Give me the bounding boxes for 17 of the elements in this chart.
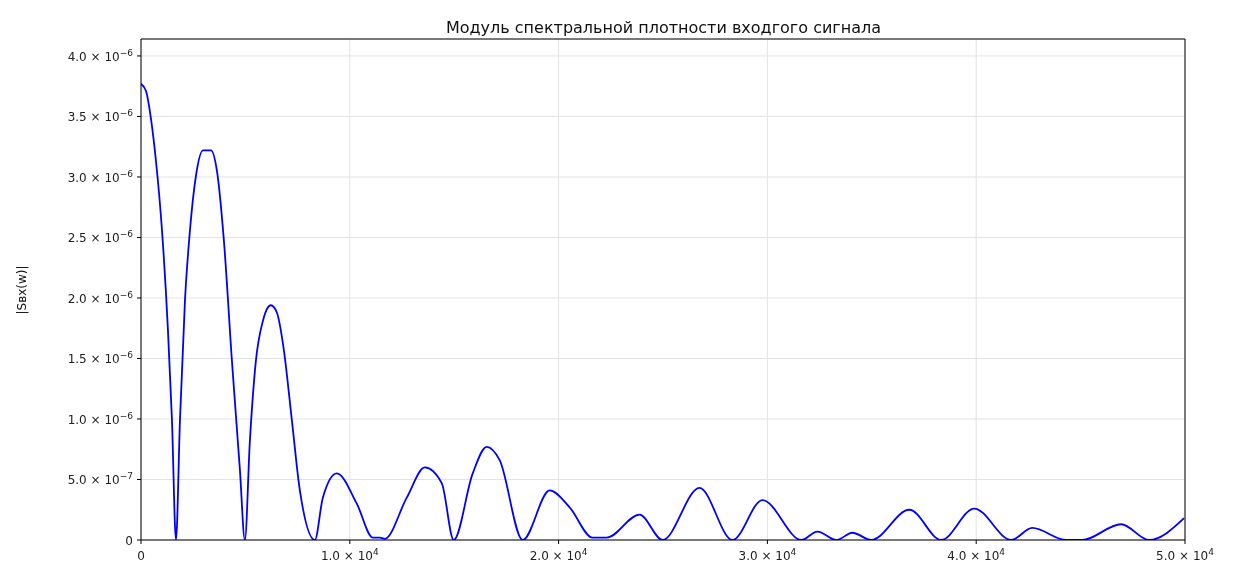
y-tick-label: 3.0 × 10$^{−6}$ [67, 168, 134, 185]
chart-title: Модуль спектральной плотности входгого сигнала [444, 18, 883, 37]
y-tick-label: 1.0 × 10$^{−6}$ [67, 410, 134, 427]
x-tick-label: 2.0 × 10$^{4}$ [529, 547, 588, 563]
x-tick-label: 0 [137, 549, 145, 563]
y-tick-label: 5.0 × 10$^{−7}$ [67, 471, 133, 488]
x-tick-label: 1.0 × 10$^{4}$ [320, 547, 379, 563]
y-tick-label: 1.5 × 10$^{−6}$ [67, 350, 134, 367]
y-tick-label: 3.5 × 10$^{−6}$ [67, 108, 134, 125]
y-tick-label: 2.5 × 10$^{−6}$ [67, 229, 134, 246]
x-tick-label: 4.0 × 10$^{4}$ [947, 547, 1006, 563]
x-tick-label: 3.0 × 10$^{4}$ [738, 547, 797, 563]
y-tick-label: 4.0 × 10$^{−6}$ [67, 47, 134, 64]
x-tick-label: 5.0 × 10$^{4}$ [1156, 547, 1215, 563]
y-axis-title: |Sвх(w)| [15, 265, 29, 315]
y-tick-label: 2.0 × 10$^{−6}$ [67, 289, 134, 306]
y-tick-label: 0 [125, 534, 133, 548]
